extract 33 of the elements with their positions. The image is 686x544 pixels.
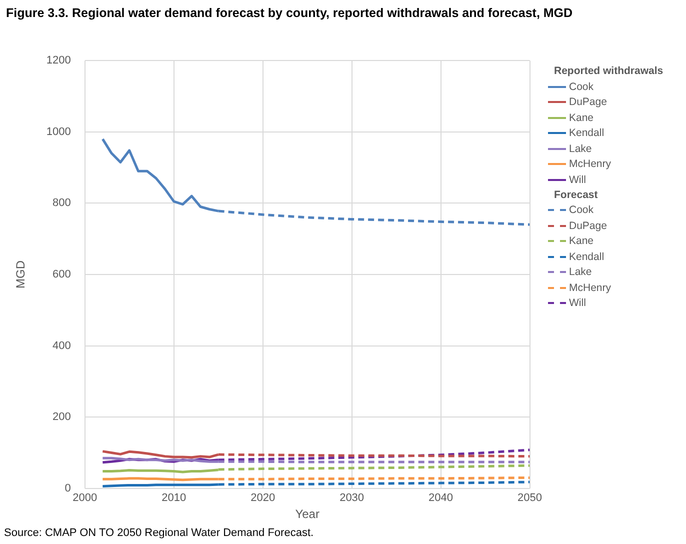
legend-label: McHenry <box>569 282 612 294</box>
legend-label: Will <box>569 297 586 310</box>
legend-label: Kane <box>569 112 594 124</box>
x-tick-label: 2000 <box>72 492 98 504</box>
x-tick-label: 2030 <box>340 492 364 504</box>
x-tick-label: 2040 <box>428 492 454 504</box>
legend-label: Kendall <box>569 127 604 140</box>
source-note: Source: CMAP ON TO 2050 Regional Water Demand Forecast. <box>4 527 314 539</box>
y-tick-label: 0 <box>64 482 71 494</box>
chart-title: Figure 3.3. Regional water demand forecast by county, reported withdrawals and forecast, MGD <box>6 6 573 20</box>
x-tick-label: 2010 <box>162 492 186 504</box>
y-axis-title: MGD <box>14 260 28 288</box>
legend-title: Reported withdrawals <box>554 65 664 77</box>
legend-label: Cook <box>569 204 594 216</box>
legend-label: McHenry <box>569 158 612 170</box>
y-tick-label: 1000 <box>46 126 71 138</box>
y-tick-label: 600 <box>52 268 71 281</box>
legend-label: DuPage <box>569 96 607 108</box>
x-tick-label: 2020 <box>250 492 276 504</box>
legend-label: Cook <box>569 80 594 93</box>
y-tick-label: 400 <box>52 340 71 352</box>
y-tick-label: 800 <box>52 197 71 210</box>
x-tick-label: 2050 <box>518 492 542 504</box>
legend-label: Will <box>569 174 586 186</box>
legend-label: Kane <box>569 235 594 248</box>
legend-label: Lake <box>569 142 592 155</box>
y-tick-label: 200 <box>52 411 71 424</box>
legend-label: Kendall <box>569 250 604 263</box>
y-tick-label: 1200 <box>46 54 71 67</box>
x-axis-title: Year <box>295 507 320 522</box>
legend-label: Lake <box>569 266 592 278</box>
legend-label: DuPage <box>569 220 607 232</box>
text: Forecast <box>554 188 599 200</box>
